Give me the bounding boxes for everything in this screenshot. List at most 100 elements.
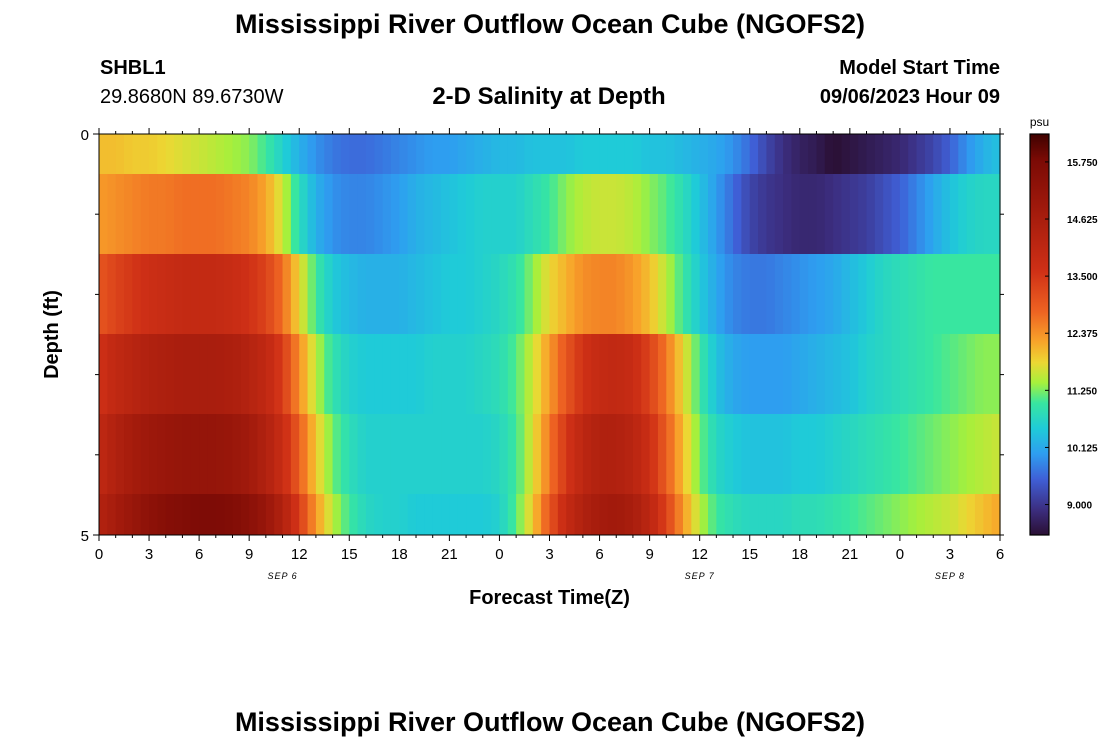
heatmap-cell xyxy=(174,494,184,535)
heatmap-cell xyxy=(841,174,851,254)
heatmap-cell xyxy=(933,134,943,174)
heatmap-cell xyxy=(883,494,893,535)
heatmap-cell xyxy=(708,334,717,414)
heatmap-cell xyxy=(182,134,192,174)
heatmap-cell xyxy=(149,334,158,414)
heatmap-cell xyxy=(416,254,425,334)
heatmap-cell xyxy=(457,134,467,174)
heatmap-cell xyxy=(532,414,542,494)
y-axis-label: Depth (ft) xyxy=(41,290,63,379)
heatmap-cell xyxy=(899,254,909,334)
heatmap-cell xyxy=(632,414,642,494)
heatmap-cell xyxy=(883,254,893,334)
heatmap-cell xyxy=(774,254,784,334)
colorbar-tick-label: 11.250 xyxy=(1067,386,1097,397)
heatmap-cell xyxy=(991,414,1001,494)
heatmap-cell xyxy=(674,334,684,414)
heatmap-cell xyxy=(808,494,818,535)
heatmap-cell xyxy=(357,134,367,174)
heatmap-cell xyxy=(916,494,926,535)
heatmap-cell xyxy=(649,254,659,334)
heatmap-cell xyxy=(332,414,342,494)
x-tick-label: 3 xyxy=(545,546,553,563)
heatmap-cell xyxy=(165,174,175,254)
heatmap-cell xyxy=(165,134,175,174)
heatmap-cell xyxy=(566,254,576,334)
heatmap-cell xyxy=(99,494,108,535)
heatmap-cell xyxy=(457,494,467,535)
heatmap-cell xyxy=(758,334,767,414)
heatmap-cell xyxy=(783,254,793,334)
heatmap-cell xyxy=(574,254,584,334)
heatmap-cell xyxy=(749,494,759,535)
heatmap-cell xyxy=(824,254,834,334)
heatmap-cell xyxy=(182,174,192,254)
heatmap-cell xyxy=(507,174,517,254)
heatmap-cell xyxy=(507,254,517,334)
heatmap-cell xyxy=(716,334,726,414)
heatmap-cell xyxy=(958,174,968,254)
heatmap-cell xyxy=(674,134,684,174)
heatmap-cell xyxy=(983,334,993,414)
heatmap-cell xyxy=(566,334,576,414)
heatmap-cell xyxy=(949,134,959,174)
heatmap-cell xyxy=(532,134,542,174)
heatmap-cell xyxy=(432,334,442,414)
heatmap-cell xyxy=(708,494,717,535)
heatmap-cell xyxy=(390,494,400,535)
heatmap-cell xyxy=(549,134,559,174)
heatmap-cell xyxy=(641,254,651,334)
heatmap-cell xyxy=(224,174,234,254)
heatmap-cell xyxy=(365,494,375,535)
heatmap-cell xyxy=(874,134,884,174)
x-tick-label: 18 xyxy=(391,546,408,563)
heatmap-cell xyxy=(691,494,701,535)
heatmap-cell xyxy=(816,134,826,174)
heatmap-cell xyxy=(199,174,209,254)
heatmap-cell xyxy=(816,334,826,414)
heatmap-cell xyxy=(491,414,501,494)
heatmap-cell xyxy=(474,174,484,254)
heatmap-cell xyxy=(324,254,334,334)
heatmap-cell xyxy=(240,174,250,254)
heatmap-cell xyxy=(616,494,626,535)
heatmap-cell xyxy=(966,414,976,494)
heatmap-cell xyxy=(891,254,901,334)
heatmap-cell xyxy=(449,134,459,174)
heatmap-cell xyxy=(849,254,859,334)
heatmap-cell xyxy=(390,414,400,494)
heatmap-cell xyxy=(474,254,484,334)
heatmap-cell xyxy=(824,174,834,254)
heatmap-cell xyxy=(115,174,125,254)
heatmap-cell xyxy=(382,494,392,535)
heatmap-cell xyxy=(107,494,117,535)
heatmap-cell xyxy=(215,134,225,174)
heatmap-cell xyxy=(524,334,534,414)
colorbar-tick-label: 15.750 xyxy=(1067,158,1098,169)
heatmap-cell xyxy=(290,254,300,334)
heatmap-cell xyxy=(190,414,200,494)
heatmap-cell xyxy=(182,414,192,494)
heatmap-cell xyxy=(841,414,851,494)
heatmap-cell xyxy=(783,494,793,535)
heatmap-cell xyxy=(549,174,559,254)
heatmap-cell xyxy=(849,414,859,494)
heatmap-cell xyxy=(557,494,567,535)
heatmap-cell xyxy=(824,414,834,494)
heatmap-cell xyxy=(307,494,317,535)
heatmap-cell xyxy=(557,134,567,174)
heatmap-cell xyxy=(232,334,242,414)
heatmap-cell xyxy=(374,414,384,494)
heatmap-cell xyxy=(774,494,784,535)
heatmap-cell xyxy=(666,334,676,414)
heatmap-cell xyxy=(365,254,375,334)
heatmap-cell xyxy=(265,174,275,254)
heatmap-cell xyxy=(649,494,659,535)
heatmap-cell xyxy=(624,414,634,494)
heatmap-cell xyxy=(974,134,984,174)
heatmap-cell xyxy=(808,414,818,494)
heatmap-cell xyxy=(916,334,926,414)
heatmap-cell xyxy=(624,334,634,414)
heatmap-cell xyxy=(115,134,125,174)
heatmap-cell xyxy=(416,414,425,494)
